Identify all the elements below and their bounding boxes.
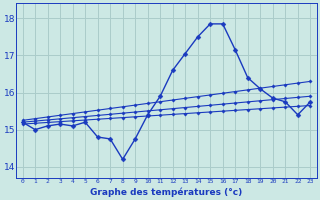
X-axis label: Graphe des températures (°c): Graphe des températures (°c) bbox=[90, 187, 243, 197]
